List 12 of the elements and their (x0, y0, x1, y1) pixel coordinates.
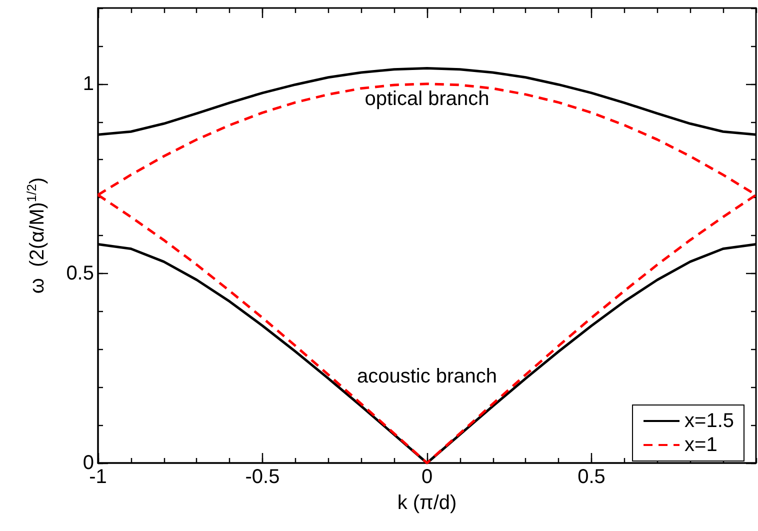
y-tick-label: 0 (82, 452, 94, 474)
x-tick-label: -0.5 (245, 466, 280, 488)
annotation: acoustic branch (356, 366, 498, 388)
y-tick-label: 1 (82, 72, 94, 95)
legend-label: x=1.5 (684, 410, 734, 432)
annotation: optical branch (364, 88, 490, 110)
x-axis-title: k (π/d) (397, 492, 457, 514)
y-axis-title: ω (2(α/M)1/2) (24, 177, 48, 294)
x-tick-label: 0 (421, 466, 433, 488)
x-tick-label: 0.5 (578, 466, 606, 488)
legend-label: x=1 (684, 434, 718, 456)
y-tick-label: 0.5 (66, 262, 94, 284)
